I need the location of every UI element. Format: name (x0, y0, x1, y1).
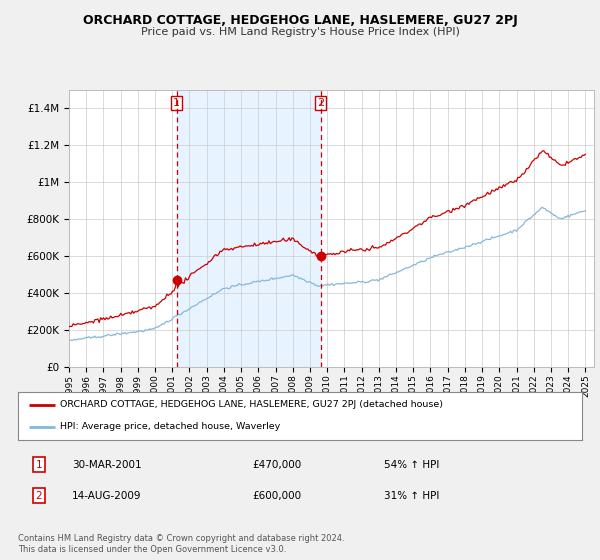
Text: ORCHARD COTTAGE, HEDGEHOG LANE, HASLEMERE, GU27 2PJ: ORCHARD COTTAGE, HEDGEHOG LANE, HASLEMER… (83, 14, 517, 27)
Text: 54% ↑ HPI: 54% ↑ HPI (384, 460, 439, 470)
Text: 2: 2 (317, 98, 324, 108)
Text: Contains HM Land Registry data © Crown copyright and database right 2024.
This d: Contains HM Land Registry data © Crown c… (18, 534, 344, 554)
Text: ORCHARD COTTAGE, HEDGEHOG LANE, HASLEMERE, GU27 2PJ (detached house): ORCHARD COTTAGE, HEDGEHOG LANE, HASLEMER… (60, 400, 443, 409)
Text: 30-MAR-2001: 30-MAR-2001 (72, 460, 142, 470)
Text: 1: 1 (35, 460, 43, 470)
Bar (176, 90, 320, 367)
Text: 1: 1 (173, 98, 180, 108)
Text: £470,000: £470,000 (252, 460, 301, 470)
Text: 14-AUG-2009: 14-AUG-2009 (72, 491, 142, 501)
Text: Price paid vs. HM Land Registry's House Price Index (HPI): Price paid vs. HM Land Registry's House … (140, 27, 460, 37)
Text: HPI: Average price, detached house, Waverley: HPI: Average price, detached house, Wave… (60, 422, 281, 431)
Text: 31% ↑ HPI: 31% ↑ HPI (384, 491, 439, 501)
Text: 2: 2 (35, 491, 43, 501)
Text: £600,000: £600,000 (252, 491, 301, 501)
